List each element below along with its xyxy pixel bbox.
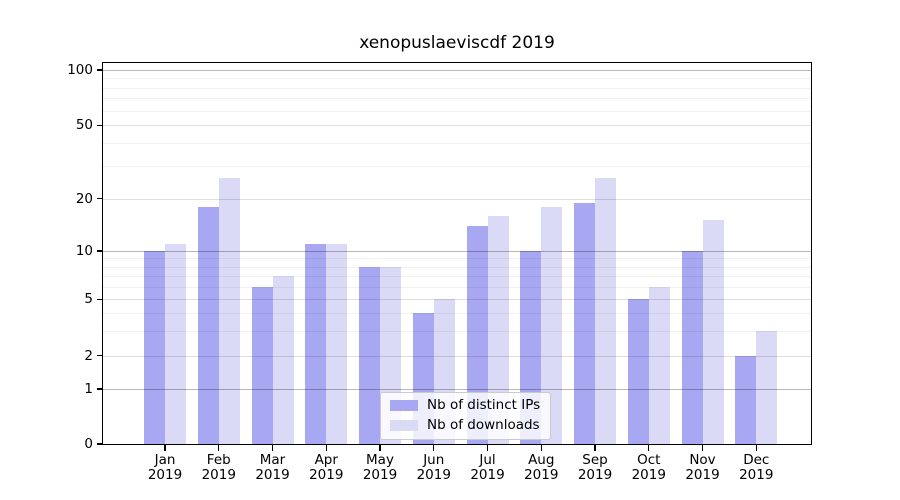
- y-tick-mark-5: [97, 298, 103, 300]
- minor-gridline-y-8: [103, 266, 811, 268]
- y-tick-mark-100: [97, 69, 103, 71]
- bar-downloads-aug: [541, 206, 563, 444]
- minor-gridline-y-7: [103, 275, 811, 277]
- legend-label: Nb of downloads: [427, 417, 540, 433]
- bar-ips-oct: [627, 299, 649, 444]
- gridline-y-1: [103, 389, 811, 390]
- minor-gridline-y-70: [103, 98, 811, 100]
- y-tick-mark-50: [97, 124, 103, 126]
- gridline-y-100: [103, 70, 811, 71]
- x-tick-mark-feb: [218, 444, 220, 451]
- x-tick-mark-apr: [325, 444, 327, 451]
- bar-ips-feb: [197, 206, 219, 444]
- y-tick-mark-10: [97, 250, 103, 252]
- y-tick-label-1: 1: [84, 381, 93, 397]
- legend-swatch-icon: [390, 420, 418, 431]
- y-tick-label-100: 100: [67, 62, 93, 78]
- x-tick-label-sep: Sep 2019: [577, 451, 613, 483]
- plot-area: [102, 62, 812, 445]
- legend-item: Nb of downloads: [390, 418, 540, 433]
- gridline-y-50: [103, 125, 811, 127]
- bar-downloads-sep: [595, 177, 616, 444]
- x-tick-label-feb: Feb 2019: [201, 451, 236, 483]
- bar-downloads-jan: [165, 243, 186, 444]
- legend-item: Nb of distinct IPs: [390, 398, 540, 413]
- x-tick-mark-oct: [648, 444, 650, 451]
- minor-gridline-y-30: [103, 166, 811, 168]
- y-tick-mark-2: [97, 355, 103, 357]
- legend: Nb of distinct IPs Nb of downloads: [380, 392, 552, 440]
- x-tick-label-jan: Jan 2019: [147, 451, 183, 483]
- bar-downloads-dec: [756, 330, 778, 444]
- x-tick-mark-may: [379, 444, 381, 451]
- x-tick-label-may: May 2019: [362, 451, 398, 483]
- bar-ips-mar: [251, 286, 273, 444]
- bar-ips-may: [359, 266, 380, 444]
- y-tick-label-5: 5: [84, 291, 93, 308]
- gridline-y-10: [103, 251, 811, 252]
- x-tick-label-aug: Aug 2019: [524, 451, 559, 483]
- x-tick-mark-nov: [701, 444, 704, 451]
- bar-downloads-jul: [487, 215, 509, 444]
- x-tick-label-dec: Dec 2019: [739, 451, 774, 483]
- x-tick-mark-jan: [164, 444, 166, 451]
- minor-gridline-y-3: [103, 330, 811, 332]
- bar-ips-sep: [574, 202, 595, 444]
- y-tick-label-50: 50: [75, 117, 93, 134]
- y-tick-label-10: 10: [75, 243, 93, 259]
- bar-downloads-apr: [326, 243, 348, 444]
- bar-ips-apr: [305, 243, 327, 444]
- y-tick-mark-1: [97, 388, 103, 390]
- bar-downloads-nov: [702, 220, 724, 444]
- x-tick-mark-jul: [486, 444, 489, 451]
- chart-title: xenopuslaeviscdf 2019: [359, 33, 555, 53]
- minor-gridline-y-90: [103, 78, 811, 80]
- x-tick-mark-aug: [540, 444, 542, 451]
- bar-ips-dec: [735, 355, 757, 444]
- bar-ips-jul: [466, 225, 488, 444]
- minor-gridline-y-80: [103, 87, 811, 89]
- x-tick-label-jun: Jun 2019: [416, 451, 451, 483]
- bar-downloads-oct: [648, 286, 670, 444]
- x-tick-mark-sep: [594, 444, 596, 451]
- y-tick-mark-0: [97, 443, 103, 445]
- minor-gridline-y-60: [103, 110, 811, 112]
- gridline-y-2: [103, 355, 811, 357]
- x-tick-mark-jun: [433, 444, 435, 451]
- y-tick-label-2: 2: [84, 347, 93, 364]
- legend-swatch-icon: [390, 400, 418, 411]
- y-tick-label-0: 0: [84, 436, 93, 452]
- x-tick-mark-mar: [271, 444, 274, 451]
- x-tick-label-oct: Oct 2019: [631, 451, 666, 483]
- minor-gridline-y-40: [103, 143, 811, 145]
- y-tick-label-20: 20: [75, 190, 93, 207]
- x-tick-label-apr: Apr 2019: [309, 451, 344, 483]
- legend-label: Nb of distinct IPs: [427, 397, 541, 413]
- minor-gridline-y-9: [103, 258, 811, 260]
- bar-downloads-feb: [218, 177, 240, 444]
- x-tick-mark-dec: [755, 444, 757, 451]
- x-tick-label-jul: Jul 2019: [470, 451, 505, 483]
- x-tick-label-nov: Nov 2019: [685, 451, 720, 483]
- bar-ips-nov: [681, 251, 703, 444]
- minor-gridline-y-4: [103, 313, 811, 315]
- gridline-y-5: [103, 299, 811, 301]
- x-tick-label-mar: Mar 2019: [255, 451, 290, 483]
- bar-downloads-mar: [272, 275, 294, 444]
- gridline-y-20: [103, 198, 811, 200]
- minor-gridline-y-6: [103, 286, 811, 288]
- bar-ips-jan: [144, 251, 165, 444]
- y-tick-mark-20: [97, 198, 103, 200]
